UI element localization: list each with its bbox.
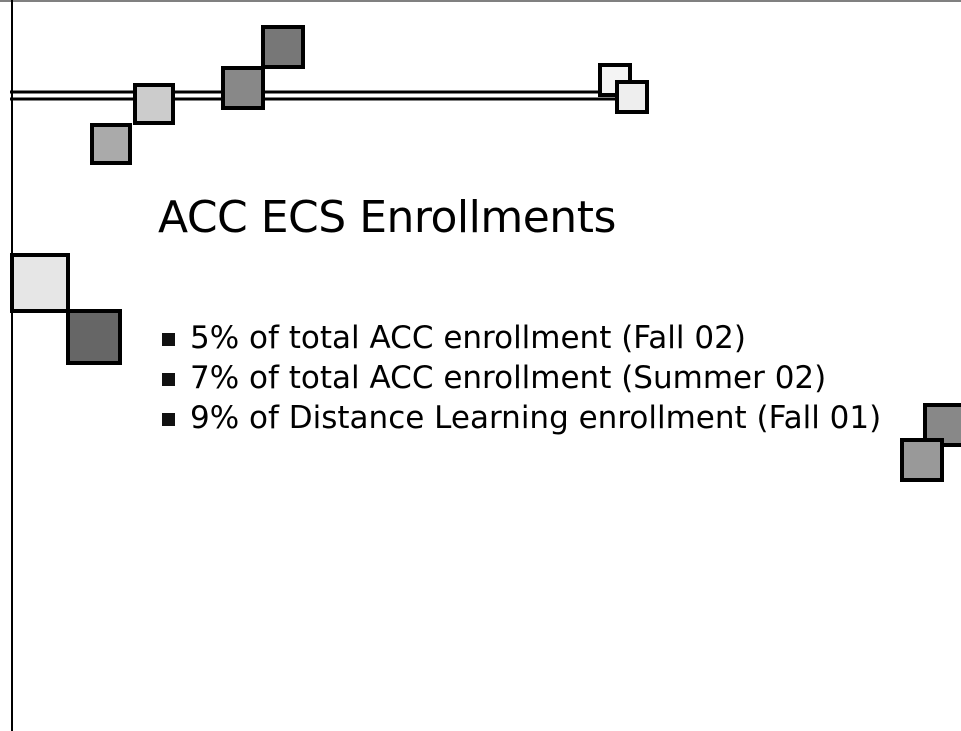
- bullet: 9% of Distance Learning enrollment (Fall…: [160, 398, 900, 438]
- slide-title: ACC ECS Enrollments: [158, 192, 616, 243]
- bullet: 7% of total ACC enrollment (Summer 02): [160, 358, 900, 398]
- bullet-list: 5% of total ACC enrollment (Fall 02) 7% …: [160, 318, 900, 438]
- bullet: 5% of total ACC enrollment (Fall 02): [160, 318, 900, 358]
- squares: [10, 25, 961, 482]
